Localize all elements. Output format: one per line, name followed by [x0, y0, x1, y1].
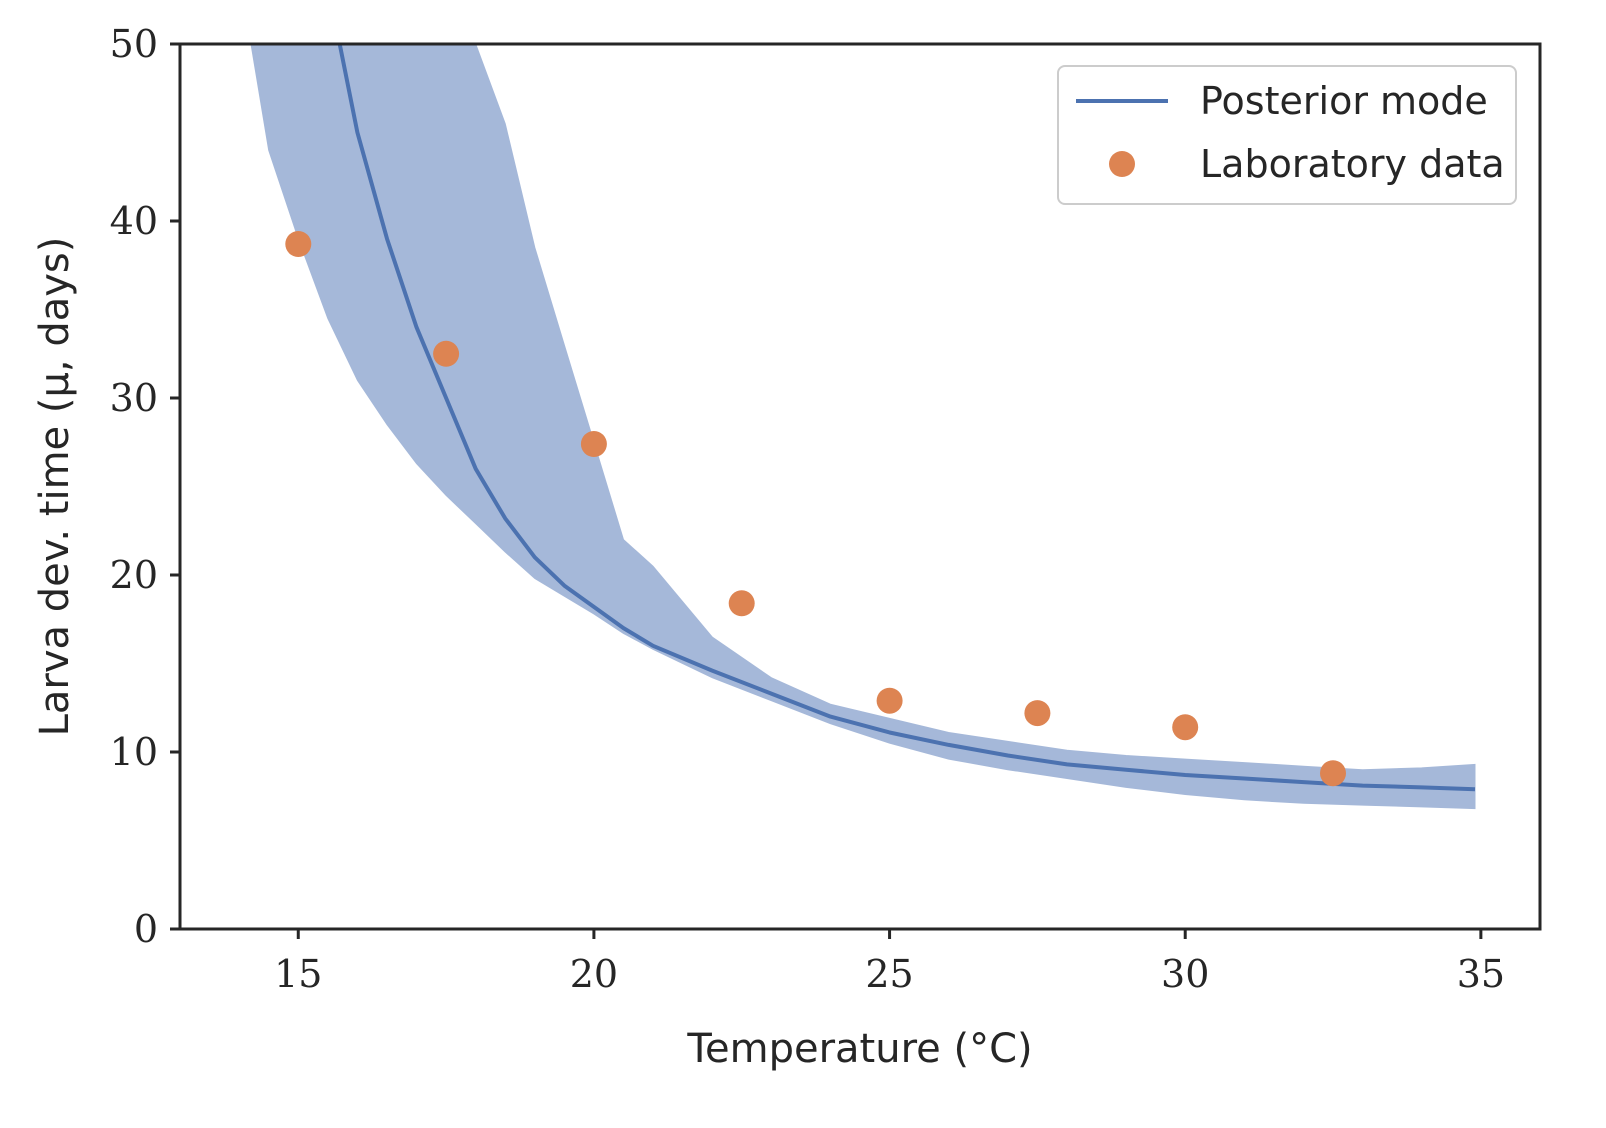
laboratory-data-point [580, 431, 607, 457]
y-axis-label: Larva dev. time (μ, days) [32, 237, 78, 737]
laboratory-data-point [1024, 700, 1051, 727]
laboratory-data-point [285, 231, 312, 257]
laboratory-data-point [876, 687, 903, 714]
legend-label-posterior-mode: Posterior mode [1200, 79, 1488, 123]
y-tick-label: 10 [110, 730, 158, 774]
posterior-mode-layer [337, 43, 1476, 792]
x-tick-label: 20 [570, 952, 618, 996]
y-tick-label: 50 [110, 22, 158, 66]
laboratory-data-point [1172, 714, 1199, 741]
laboratory-data-layer [285, 231, 1346, 787]
x-tick-label: 35 [1457, 952, 1505, 996]
legend-box [1057, 65, 1517, 205]
posterior-mode-line [337, 43, 1476, 792]
credible-band [250, 43, 1476, 810]
y-tick-label: 20 [110, 553, 158, 597]
axes: 15 20 25 30 35 0 10 20 30 40 50 Temperature (°C) Lar… [32, 22, 1542, 1072]
laboratory-data-point [433, 340, 460, 367]
legend-label-laboratory-data: Laboratory data [1200, 142, 1505, 186]
y-tick-label: 0 [134, 907, 158, 951]
y-tick-label: 40 [110, 199, 158, 243]
plot-frame [178, 42, 1542, 931]
legend-marker-swatch [1109, 151, 1135, 177]
x-tick-label: 30 [1161, 952, 1209, 996]
laboratory-data-point [1320, 760, 1346, 787]
laboratory-data-point [728, 590, 755, 617]
credible-band-layer [250, 43, 1476, 810]
y-tick-label: 30 [110, 376, 158, 420]
x-tick-label: 25 [865, 952, 913, 996]
legend: Posterior mode Laboratory data [1057, 65, 1517, 205]
x-tick-label: 15 [274, 952, 322, 996]
x-axis-label: Temperature (°C) [686, 1026, 1032, 1072]
